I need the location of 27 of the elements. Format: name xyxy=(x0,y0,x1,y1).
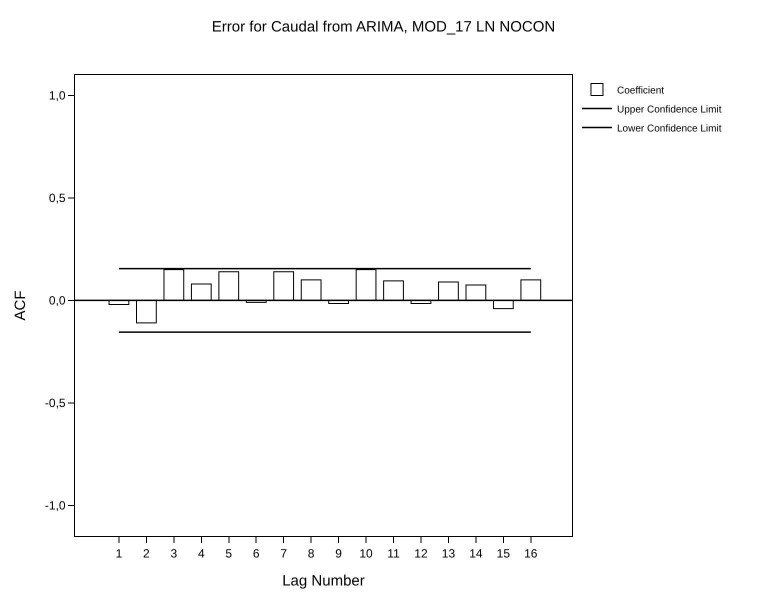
chart-title: Error for Caudal from ARIMA, MOD_17 LN NOCON xyxy=(212,18,556,36)
x-tick-label: 1 xyxy=(116,546,123,560)
x-tick-label: 13 xyxy=(442,546,456,560)
x-tick-label: 10 xyxy=(359,546,374,560)
x-tick-label: 12 xyxy=(414,546,428,560)
x-tick-label: 6 xyxy=(252,546,260,560)
y-tick-label: -0,5 xyxy=(44,396,66,410)
x-tick-label: 4 xyxy=(198,546,205,560)
x-tick-label: 16 xyxy=(524,546,538,560)
x-tick-label: 9 xyxy=(335,546,342,560)
y-tick-label: -1,0 xyxy=(44,498,66,512)
legend-label: Lower Confidence Limit xyxy=(616,123,722,134)
y-axis-title: ACF xyxy=(12,290,30,320)
y-tick-label: 1,0 xyxy=(48,88,66,103)
legend-label: Upper Confidence Limit xyxy=(616,104,722,116)
y-tick-label: 0,0 xyxy=(48,294,66,308)
x-tick-label: 2 xyxy=(143,546,150,560)
x-tick-label: 3 xyxy=(170,546,178,560)
x-tick-label: 11 xyxy=(387,546,400,560)
y-tick-label: 0,5 xyxy=(48,191,66,206)
x-tick-label: 7 xyxy=(280,546,288,560)
x-tick-label: 14 xyxy=(469,546,483,560)
x-tick-label: 8 xyxy=(308,546,315,560)
x-tick-label: 15 xyxy=(496,546,510,560)
x-tick-label: 5 xyxy=(225,546,232,560)
x-axis-title: Lag Number xyxy=(282,572,365,590)
legend-label: Coefficient xyxy=(616,85,664,96)
